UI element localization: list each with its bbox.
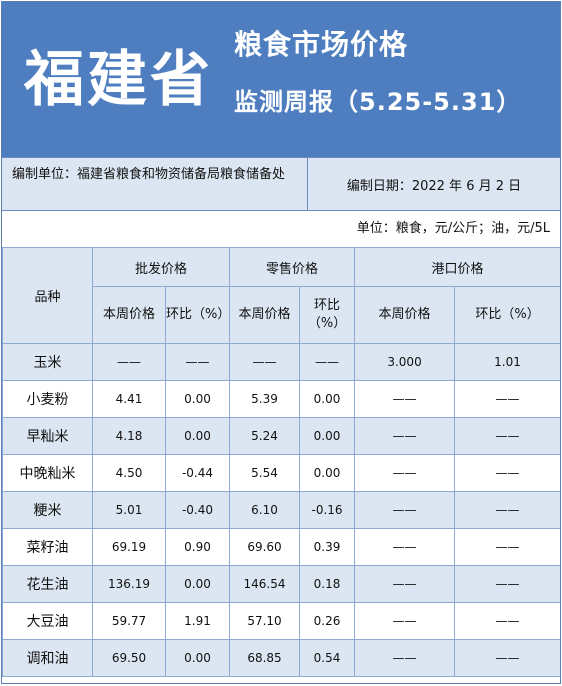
port-mom: —— [454,417,560,455]
port-mom: —— [454,380,560,418]
port-price: —— [354,491,456,529]
table-row: 粳米 5.01 -0.40 6.10 -0.16 —— —— [2,491,560,529]
retail-mom: 0.18 [299,565,356,603]
retail-mom: 0.00 [299,380,356,418]
table-row: 花生油 136.19 0.00 146.54 0.18 —— —— [2,565,560,603]
report-title: 粮食市场价格 [234,28,409,61]
variety-name: 小麦粉 [2,380,93,418]
port-mom: —— [454,602,560,640]
port-mom: 1.01 [454,343,560,381]
wholesale-price: 4.41 [92,380,166,418]
retail-price: —— [229,343,301,381]
variety-name: 花生油 [2,565,93,603]
variety-name: 早籼米 [2,417,93,455]
header-retail: 零售价格 [229,247,356,287]
wholesale-mom: 0.00 [164,417,231,455]
port-price: —— [354,380,456,418]
retail-price: 68.85 [229,639,301,677]
wholesale-mom: 1.91 [164,602,231,640]
port-mom: —— [454,565,560,603]
table-row: 调和油 69.50 0.00 68.85 0.54 —— —— [2,639,560,677]
wholesale-price: 69.50 [92,639,166,677]
compile-date: 编制日期：2022 年 6 月 2 日 [346,178,522,194]
variety-name: 粳米 [2,491,93,529]
table-row: 大豆油 59.77 1.91 57.10 0.26 —— —— [2,602,560,640]
variety-name: 中晚籼米 [2,454,93,492]
province-title: 福建省 [24,45,213,115]
table-row: 菜籽油 69.19 0.90 69.60 0.39 —— —— [2,528,560,566]
retail-mom: 0.00 [299,417,356,455]
retail-mom: —— [299,343,356,381]
retail-mom: 0.26 [299,602,356,640]
port-mom: —— [454,454,560,492]
units-note: 单位：粮食，元/公斤；油，元/5L [356,221,550,236]
retail-mom: 0.39 [299,528,356,566]
retail-price: 6.10 [229,491,301,529]
retail-mom: 0.00 [299,454,356,492]
retail-mom: -0.16 [299,491,356,529]
table-row: 中晚籼米 4.50 -0.44 5.54 0.00 —— —— [2,454,560,492]
variety-name: 玉米 [2,343,93,381]
port-price: —— [354,565,456,603]
wholesale-mom: -0.44 [164,454,231,492]
variety-name: 菜籽油 [2,528,93,566]
wholesale-mom: 0.90 [164,528,231,566]
port-mom: —— [454,491,560,529]
port-price: —— [354,528,456,566]
header-port-price: 本周价格 [354,286,456,344]
header-wholesale-price: 本周价格 [92,286,166,344]
wholesale-price: 4.50 [92,454,166,492]
header-wholesale: 批发价格 [91,247,231,287]
compiler-unit: 编制单位：福建省粮食和物资储备局粮食储备处 [2,158,308,210]
wholesale-price: 69.19 [92,528,166,566]
port-price: —— [354,417,456,455]
wholesale-mom: 0.00 [164,380,231,418]
header-port-mom: 环比（%） [454,286,560,344]
header-retail-price: 本周价格 [229,286,301,344]
variety-name: 大豆油 [2,602,93,640]
retail-price: 69.60 [229,528,301,566]
table-row: 玉米 —— —— —— —— 3.000 1.01 [2,343,560,381]
info-row: 编制单位：福建省粮食和物资储备局粮食储备处 编制日期：2022 年 6 月 2 … [2,157,560,211]
wholesale-price: —— [92,343,166,381]
wholesale-price: 5.01 [92,491,166,529]
report-subtitle: 监测周报（5.25-5.31） [234,88,522,116]
retail-price: 57.10 [229,602,301,640]
retail-price: 5.39 [229,380,301,418]
header-port: 港口价格 [354,247,560,287]
port-price: —— [354,602,456,640]
wholesale-price: 4.18 [92,417,166,455]
retail-mom: 0.54 [299,639,356,677]
wholesale-price: 136.19 [92,565,166,603]
report-banner: 福建省 粮食市场价格 监测周报（5.25-5.31） [2,2,560,157]
header-retail-mom: 环比（%） [299,286,356,344]
wholesale-price: 59.77 [92,602,166,640]
table-row: 小麦粉 4.41 0.00 5.39 0.00 —— —— [2,380,560,418]
header-variety: 品种 [2,247,93,344]
wholesale-mom: -0.40 [164,491,231,529]
retail-price: 5.24 [229,417,301,455]
price-table: 品种 批发价格 零售价格 港口价格 本周价格 环比（%） 本周价格 环比（%） … [2,247,560,677]
port-price: 3.000 [354,343,456,381]
port-mom: —— [454,639,560,677]
port-price: —— [354,454,456,492]
wholesale-mom: 0.00 [164,565,231,603]
table-row: 早籼米 4.18 0.00 5.24 0.00 —— —— [2,417,560,455]
retail-price: 146.54 [229,565,301,603]
port-price: —— [354,639,456,677]
variety-name: 调和油 [2,639,93,677]
wholesale-mom: 0.00 [164,639,231,677]
port-mom: —— [454,528,560,566]
retail-price: 5.54 [229,454,301,492]
header-wholesale-mom: 环比（%） [164,286,230,344]
wholesale-mom: —— [164,343,231,381]
